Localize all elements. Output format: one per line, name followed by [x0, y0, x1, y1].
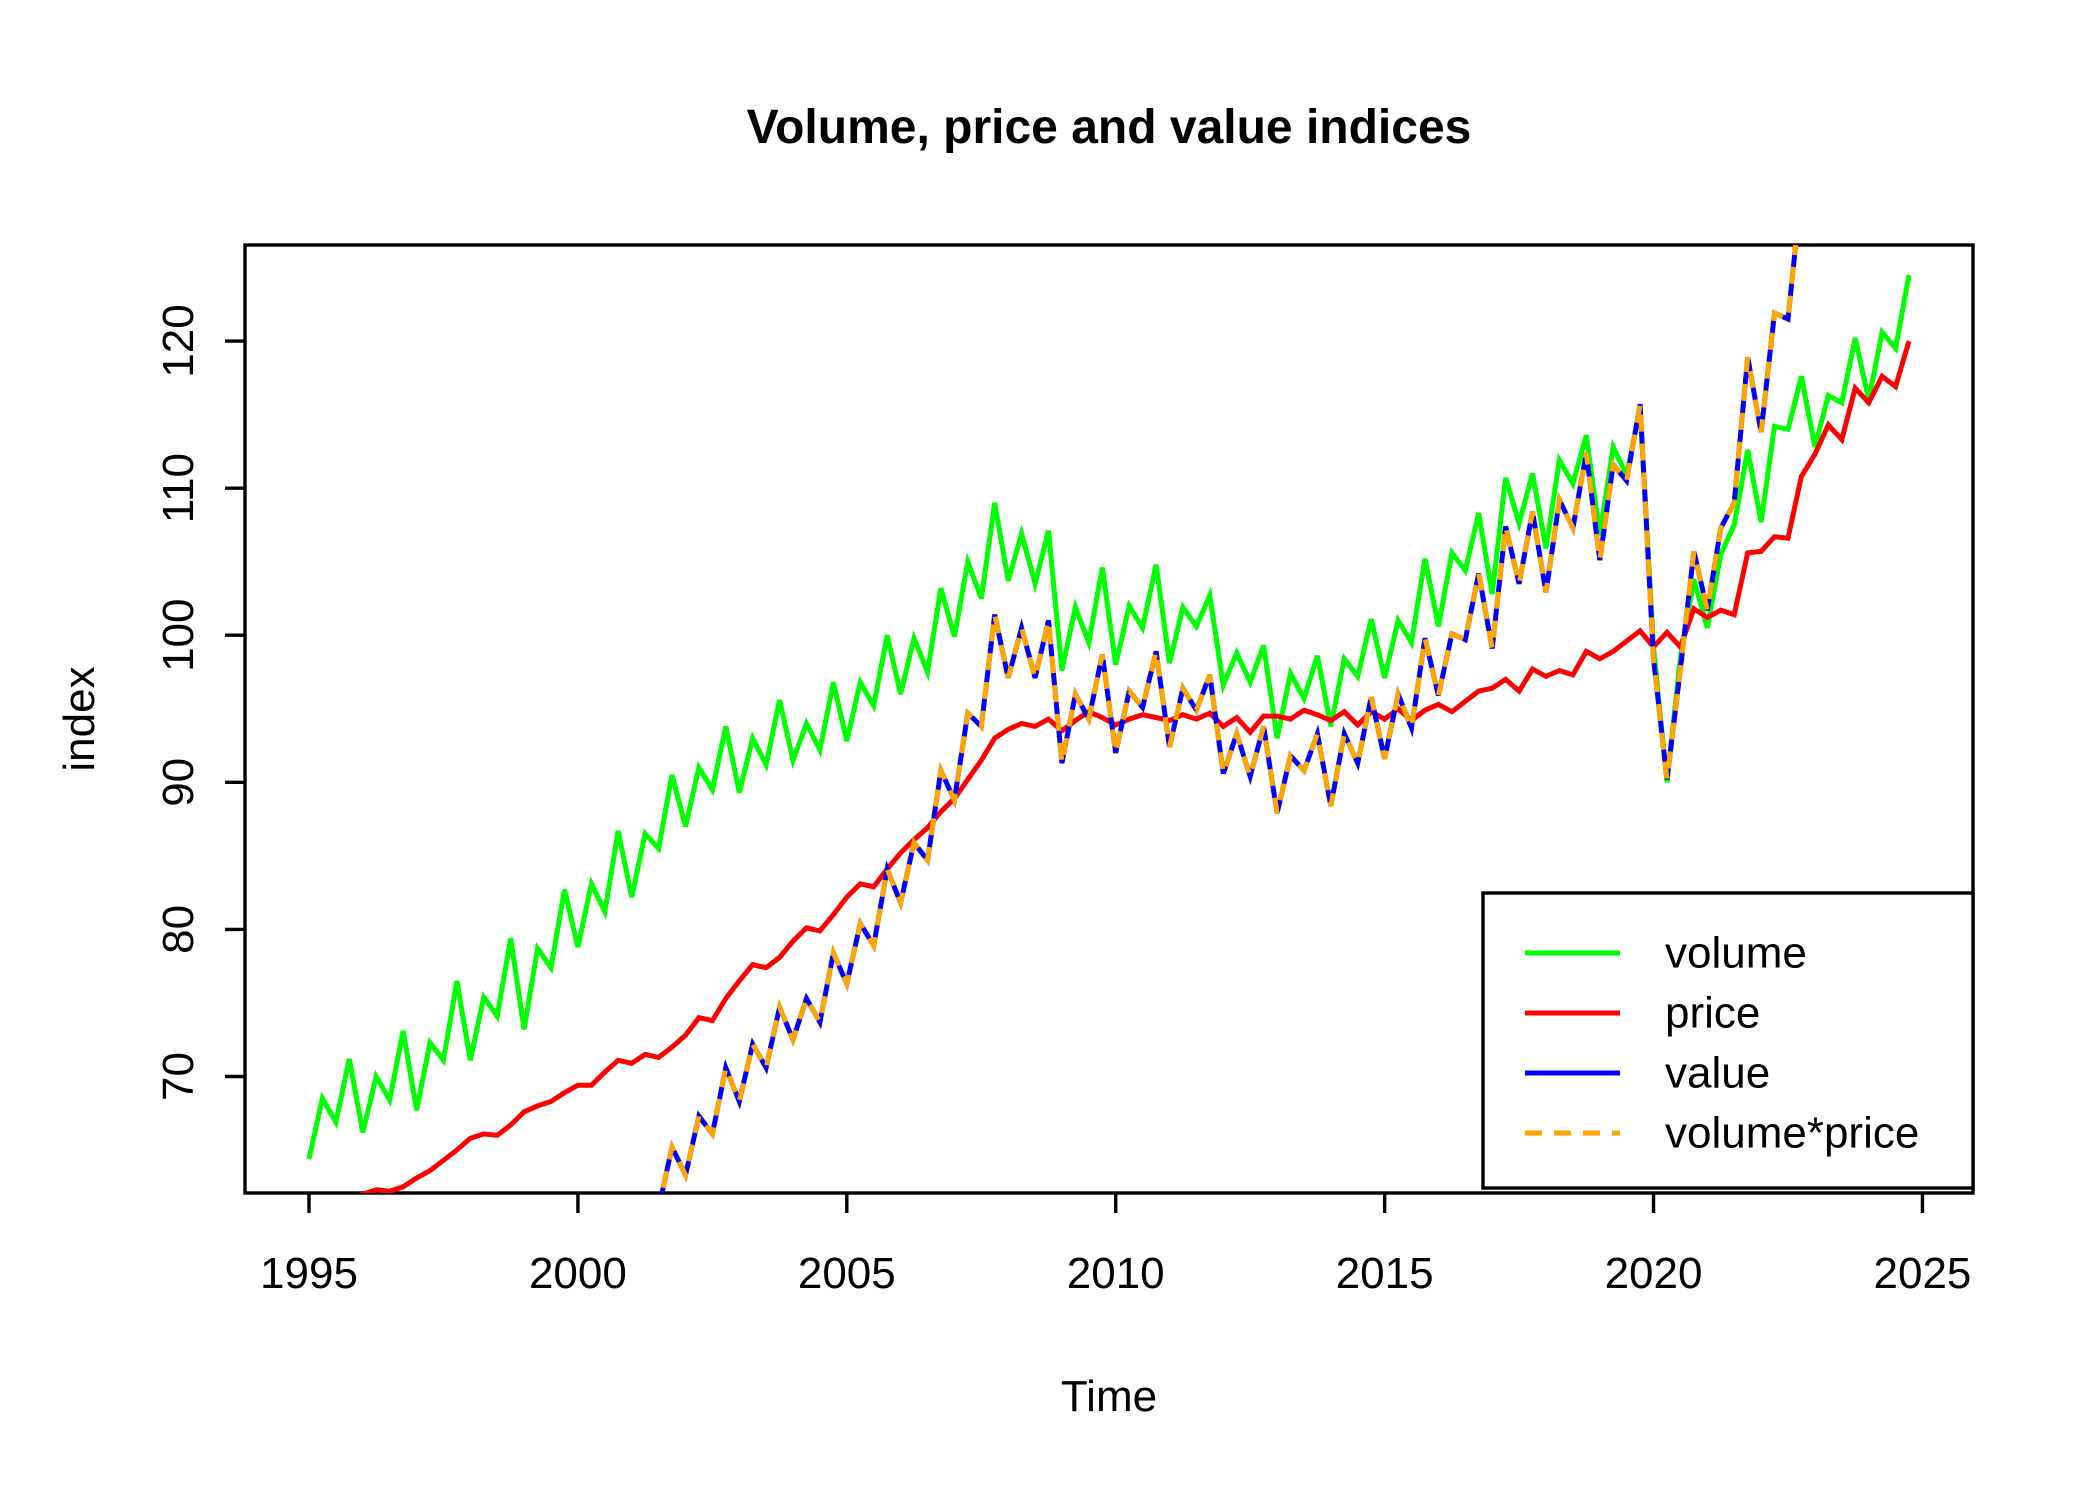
x-tick-label-2005: 2005 [798, 1249, 896, 1298]
x-axis-title: Time [1060, 1372, 1158, 1421]
y-tick-label-70: 70 [154, 1052, 203, 1101]
series-line-volumexprice [643, 245, 1799, 1193]
legend-label-volume: volume [1665, 929, 1807, 978]
chart-title: Volume, price and value indices [746, 101, 1472, 154]
plot-box [243, 243, 1975, 1195]
legend-label-value: value [1665, 1049, 1770, 1098]
y-tick-label-100: 100 [154, 599, 203, 672]
y-tick-label-80: 80 [154, 905, 203, 954]
x-tick-label-2020: 2020 [1605, 1249, 1703, 1298]
legend-label-volumexprice: volume*price [1665, 1109, 1919, 1158]
x-tick-label-1995: 1995 [260, 1249, 358, 1298]
legend-box [1481, 891, 1975, 1190]
x-tick-label-2025: 2025 [1874, 1249, 1972, 1298]
legend-label-price: price [1665, 989, 1760, 1038]
x-tick-label-2000: 2000 [529, 1249, 627, 1298]
y-axis-title: index [55, 666, 104, 772]
y-tick-label-110: 110 [154, 453, 203, 523]
y-tick-label-90: 90 [154, 758, 203, 807]
x-tick-label-2010: 2010 [1067, 1249, 1165, 1298]
y-tick-label-120: 120 [154, 304, 203, 377]
x-tick-label-2015: 2015 [1336, 1249, 1434, 1298]
